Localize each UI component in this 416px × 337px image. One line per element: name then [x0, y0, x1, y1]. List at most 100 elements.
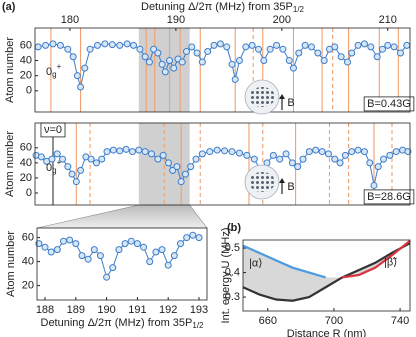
lattice-icon	[244, 79, 285, 115]
data-point	[360, 40, 368, 48]
data-point	[216, 40, 224, 48]
y-tick-label: 60	[22, 232, 34, 244]
data-point	[390, 43, 398, 51]
data-point	[158, 246, 166, 254]
x-axis-label: Detuning Δ/2π (MHz) from 35P1/2	[141, 1, 305, 14]
y-tick-label: 20	[22, 280, 34, 292]
data-point	[101, 40, 109, 48]
data-point	[248, 41, 256, 49]
data-point	[152, 248, 160, 256]
data-point	[366, 159, 374, 167]
data-point	[170, 64, 178, 72]
x-tick-label: 189	[67, 304, 85, 316]
x-tick-label: 210	[379, 14, 397, 26]
data-point	[223, 43, 231, 51]
data-point	[273, 41, 281, 49]
data-point	[235, 57, 243, 65]
data-point	[77, 166, 85, 174]
panel-label: (b)	[227, 222, 241, 234]
data-point	[53, 150, 61, 158]
data-point	[177, 240, 185, 248]
data-point	[337, 53, 345, 61]
data-point	[279, 45, 287, 53]
y-tick-label: 40	[20, 54, 32, 66]
annotation-main: 0	[46, 162, 52, 174]
y-axis-label: Atom number	[5, 231, 17, 297]
plot-background	[35, 28, 410, 112]
highlight-region	[138, 123, 190, 205]
data-point	[141, 148, 149, 156]
data-point	[69, 53, 77, 61]
data-point	[169, 166, 177, 174]
data-point	[154, 49, 162, 57]
x-axis-label: Detuning Δ/2π (MHz) from 35P1/2	[41, 317, 205, 330]
data-point	[235, 149, 243, 157]
curve-label: |β̃⟩	[384, 257, 397, 269]
data-point	[367, 43, 375, 51]
data-point	[192, 155, 200, 163]
data-point	[348, 49, 356, 57]
y-tick-label: 0.5	[225, 242, 240, 254]
plot-background	[35, 123, 410, 205]
data-point	[103, 273, 111, 281]
data-point	[121, 240, 129, 248]
data-point	[341, 151, 349, 159]
data-point	[161, 68, 169, 76]
data-point	[221, 147, 229, 155]
x-tick-label: 190	[167, 14, 185, 26]
data-point	[130, 41, 138, 49]
data-point	[158, 60, 166, 68]
data-point	[66, 236, 74, 244]
x-axis-label: Distance R (nm)	[287, 328, 366, 337]
plot-frame	[34, 27, 411, 113]
y-tick-label: 40	[22, 256, 34, 268]
annotation-sub: g	[52, 166, 56, 175]
data-point	[164, 159, 172, 167]
plot-frame	[242, 239, 411, 312]
data-point	[84, 255, 92, 263]
data-point	[94, 41, 101, 49]
data-point	[98, 155, 106, 163]
data-point	[56, 41, 64, 49]
x-tick-label: 188	[36, 304, 54, 316]
data-point	[178, 58, 186, 66]
data-point	[336, 159, 344, 167]
annotation: B	[287, 181, 294, 193]
x-tick-label: 200	[273, 14, 291, 26]
x-tick-label: 190	[97, 304, 115, 316]
data-point	[289, 64, 297, 72]
data-point	[173, 163, 181, 171]
data-point	[146, 258, 154, 266]
data-point	[128, 148, 136, 156]
data-point	[148, 150, 156, 158]
y-axis-label: Int. energy U (MHz)	[220, 228, 232, 324]
data-point	[116, 41, 124, 49]
data-point	[331, 43, 339, 51]
data-point	[53, 246, 61, 254]
data-point	[228, 148, 236, 156]
data-point	[299, 155, 307, 163]
x-axis-label-main: Detuning Δ/2π (MHz) from 35P	[141, 1, 293, 13]
y-tick-label: 60	[20, 142, 32, 154]
zoom-connector	[36, 204, 208, 229]
y-tick-label: 0.4	[225, 266, 240, 278]
y-tick-label: 0	[26, 85, 32, 97]
data-point	[187, 163, 195, 171]
data-point	[59, 155, 67, 163]
panel-label: (a)	[2, 1, 16, 13]
x-tick-label: 180	[61, 14, 79, 26]
x-axis-label-main: Detuning Δ/2π (MHz) from 35P	[41, 317, 193, 329]
data-point	[384, 41, 392, 49]
data-point	[307, 43, 315, 51]
data-point	[177, 178, 185, 186]
x-tick-label: 191	[128, 304, 146, 316]
data-point	[77, 83, 85, 91]
data-point	[108, 41, 116, 49]
data-point	[59, 237, 67, 245]
data-point	[72, 178, 80, 186]
series-line	[342, 239, 411, 279]
data-point	[159, 151, 167, 159]
data-point	[92, 159, 100, 167]
data-point	[269, 151, 277, 159]
